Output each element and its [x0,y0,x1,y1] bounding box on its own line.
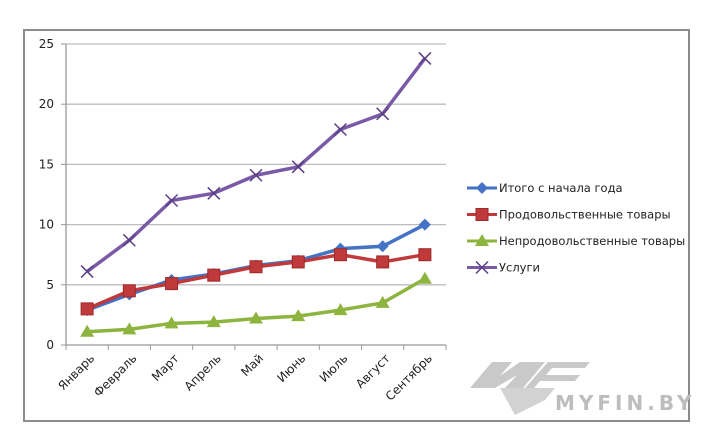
data-point [418,218,431,231]
y-tick-label: 20 [39,97,54,111]
y-tick-label: 25 [39,37,54,51]
data-point [207,186,221,200]
x-tick-label: Май [238,351,266,379]
data-point [249,311,263,324]
series-line [87,277,426,334]
data-point [165,193,179,208]
data-point [164,316,179,329]
legend-label: Непродовольственные товары [499,234,685,248]
series-2 [80,271,432,337]
x-tick-label: Апрель [182,351,224,393]
data-point [249,260,263,274]
legend-marker [476,182,488,194]
data-point [376,255,390,269]
series-1 [80,248,432,316]
data-point [417,271,432,284]
data-point [333,248,347,262]
data-point [418,248,432,262]
data-point [375,295,390,308]
legend-item: Продовольственные товары [467,208,671,222]
data-point [418,51,432,65]
legend-label: Продовольственные товары [499,208,671,222]
legend-label: Услуги [499,261,540,275]
legend-item: Непродовольственные товары [467,234,685,248]
data-point [80,324,95,337]
data-point [80,302,94,316]
y-tick-label: 10 [39,218,54,232]
data-point [291,255,305,269]
myfin-logo: MYFIN.BY [470,362,695,415]
data-point [80,265,94,279]
y-tick-label: 5 [46,278,54,292]
data-point [122,284,136,298]
data-point [122,233,136,247]
x-tick-label: Июль [317,351,351,385]
legend-marker [475,208,489,221]
data-point [122,322,137,335]
x-tick-label: Февраль [91,351,139,399]
y-tick-label: 15 [39,157,54,171]
data-point [165,277,179,291]
legend-label: Итого с начала года [499,181,623,195]
legend-marker [475,234,489,246]
data-point [333,303,348,316]
legend-item: Итого с начала года [467,181,623,195]
series-3 [80,51,432,279]
x-tick-label: Январь [55,351,97,393]
data-point [249,168,263,182]
data-point [291,160,305,174]
data-point [207,268,221,282]
x-tick-label: Март [149,351,182,384]
data-point [291,309,306,322]
legend-marker [475,260,489,275]
data-point [333,122,347,137]
x-tick-label: Июнь [274,351,308,385]
watermark-text: MYFIN.BY [555,391,695,415]
x-tick-label: Август [353,351,393,391]
legend-item: Услуги [467,261,540,275]
data-point [206,315,221,328]
data-point [376,107,390,121]
chart-frame [23,29,690,422]
data-point [376,240,389,253]
y-tick-label: 0 [46,338,54,352]
